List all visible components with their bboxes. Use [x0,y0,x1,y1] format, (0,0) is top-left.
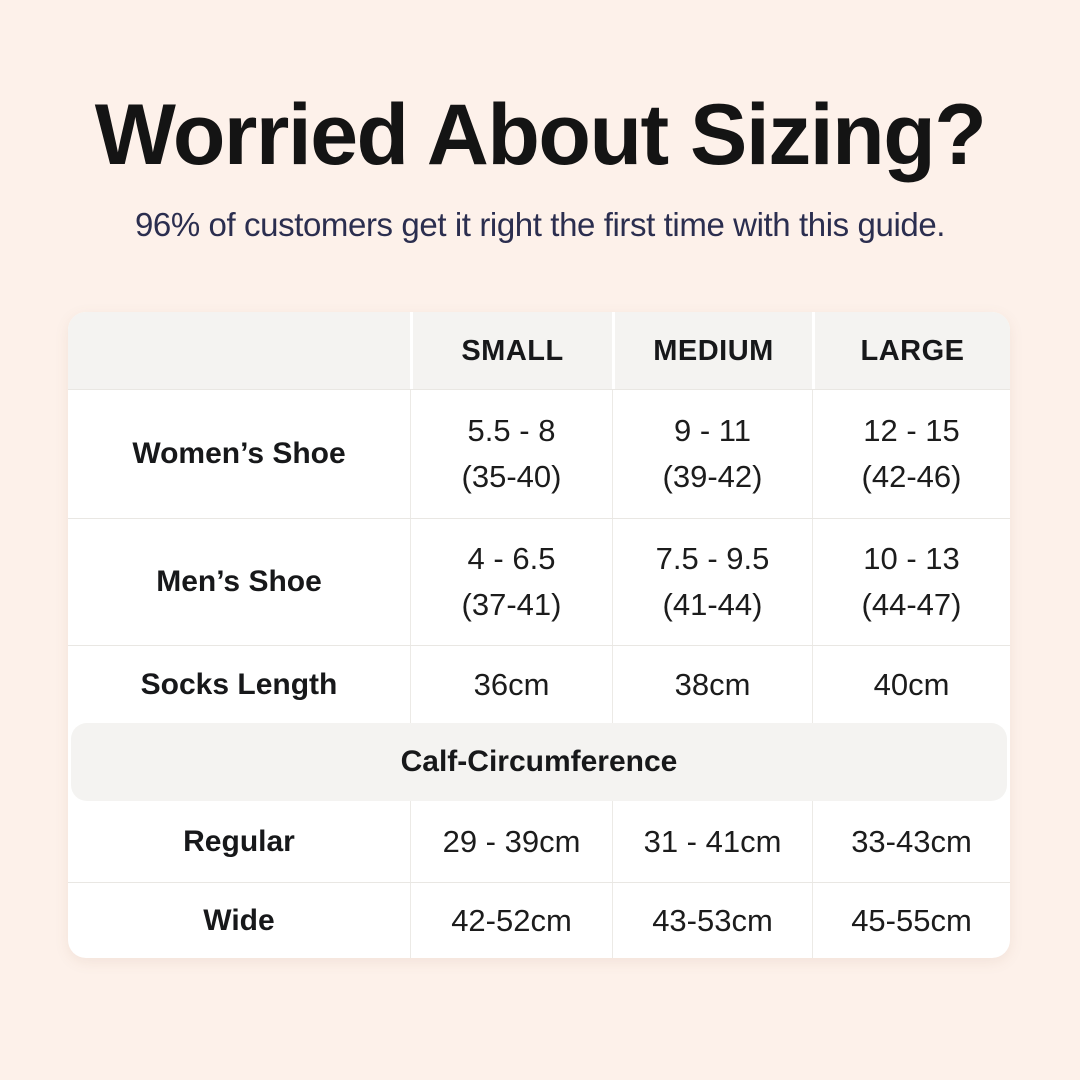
cell-mens-small: 4 - 6.5 (37-41) [410,519,612,645]
size-chart-table: SMALL MEDIUM LARGE Women’s Shoe 5.5 - 8 … [68,312,1010,958]
value-line2: (35-40) [461,459,562,494]
table-row-wide: Wide 42-52cm 43-53cm 45-55cm [68,882,1010,958]
cell-womens-medium: 9 - 11 (39-42) [612,390,812,518]
table-row-regular: Regular 29 - 39cm 31 - 41cm 33-43cm [68,801,1010,882]
header-cell-medium: MEDIUM [612,312,812,389]
cell-socks-large: 40cm [812,646,1010,723]
table-row-womens-shoe: Women’s Shoe 5.5 - 8 (35-40) 9 - 11 (39-… [68,389,1010,518]
section-header-calf-circumference: Calf-Circumference [71,723,1007,801]
value-line1: 5.5 - 8 [467,413,556,448]
row-label: Socks Length [140,667,338,701]
cell-womens-small: 5.5 - 8 (35-40) [410,390,612,518]
section-header-label: Calf-Circumference [400,745,678,778]
page-title: Worried About Sizing? [94,87,987,183]
table-header-row: SMALL MEDIUM LARGE [68,312,1010,389]
value-line2: (41-44) [662,587,763,622]
value-line2: (42-46) [861,459,962,494]
value-line1: 10 - 13 [863,541,960,576]
header-cell-large: LARGE [812,312,1010,389]
value-line1: 9 - 11 [674,413,751,448]
row-label: Wide [203,903,275,937]
row-label: Men’s Shoe [156,565,322,598]
table-row-mens-shoe: Men’s Shoe 4 - 6.5 (37-41) 7.5 - 9.5 (41… [68,518,1010,645]
row-label: Women’s Shoe [132,437,346,470]
cell-mens-large: 10 - 13 (44-47) [812,519,1010,645]
cell-mens-medium: 7.5 - 9.5 (41-44) [612,519,812,645]
cell-regular-small: 29 - 39cm [410,801,612,882]
value-line2: (44-47) [861,587,962,622]
cell-womens-large: 12 - 15 (42-46) [812,390,1010,518]
cell-wide-small: 42-52cm [410,883,612,958]
cell-socks-small: 36cm [410,646,612,723]
header-cell-empty [68,312,410,389]
cell-regular-medium: 31 - 41cm [612,801,812,882]
cell-socks-medium: 38cm [612,646,812,723]
value-line1: 12 - 15 [863,413,960,448]
row-label: Regular [183,824,295,858]
header-cell-small: SMALL [410,312,612,389]
value-line2: (39-42) [662,459,763,494]
page-subtitle: 96% of customers get it right the first … [134,206,946,243]
value-line2: (37-41) [461,587,562,622]
cell-wide-medium: 43-53cm [612,883,812,958]
cell-wide-large: 45-55cm [812,883,1010,958]
value-line1: 4 - 6.5 [467,541,556,576]
table-row-socks-length: Socks Length 36cm 38cm 40cm [68,645,1010,723]
cell-regular-large: 33-43cm [812,801,1010,882]
value-line1: 7.5 - 9.5 [655,541,770,576]
